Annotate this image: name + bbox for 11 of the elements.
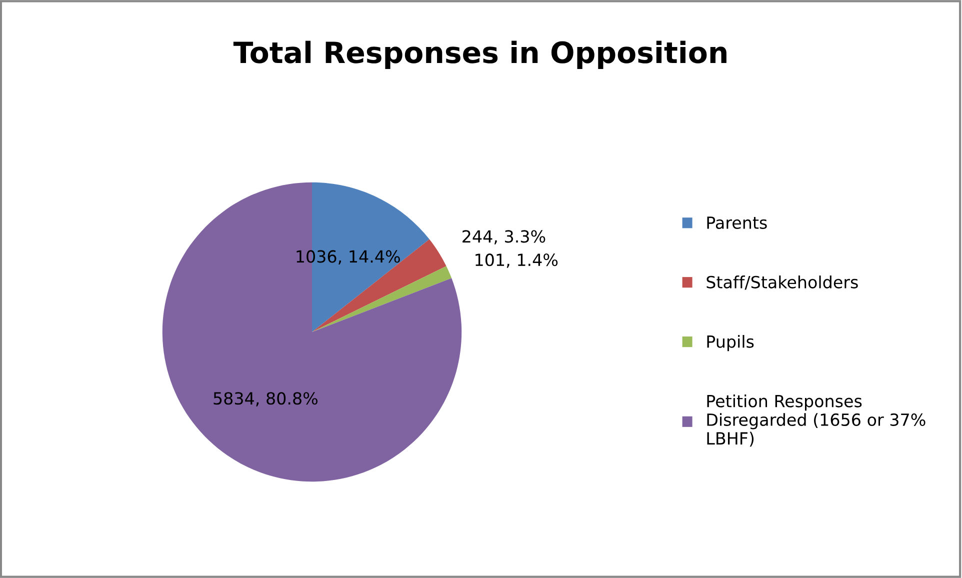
legend-label: Petition Responses Disregarded (1656 or 37% LBHF) [707,394,926,447]
chart-title: Total Responses in Opposition [233,40,726,70]
pie-slice [162,182,462,482]
data-label: 5834, 80.8% [214,392,318,406]
legend-label: Pupils [707,335,754,352]
legend-label: Parents [707,216,767,229]
legend-label: Staff/Stakeholders [706,276,858,290]
data-label: 244, 3.3% [462,230,546,244]
data-label: 101, 1.4% [476,254,558,268]
pie-slice [312,266,452,332]
data-label: 1036, 14.4% [296,250,400,264]
